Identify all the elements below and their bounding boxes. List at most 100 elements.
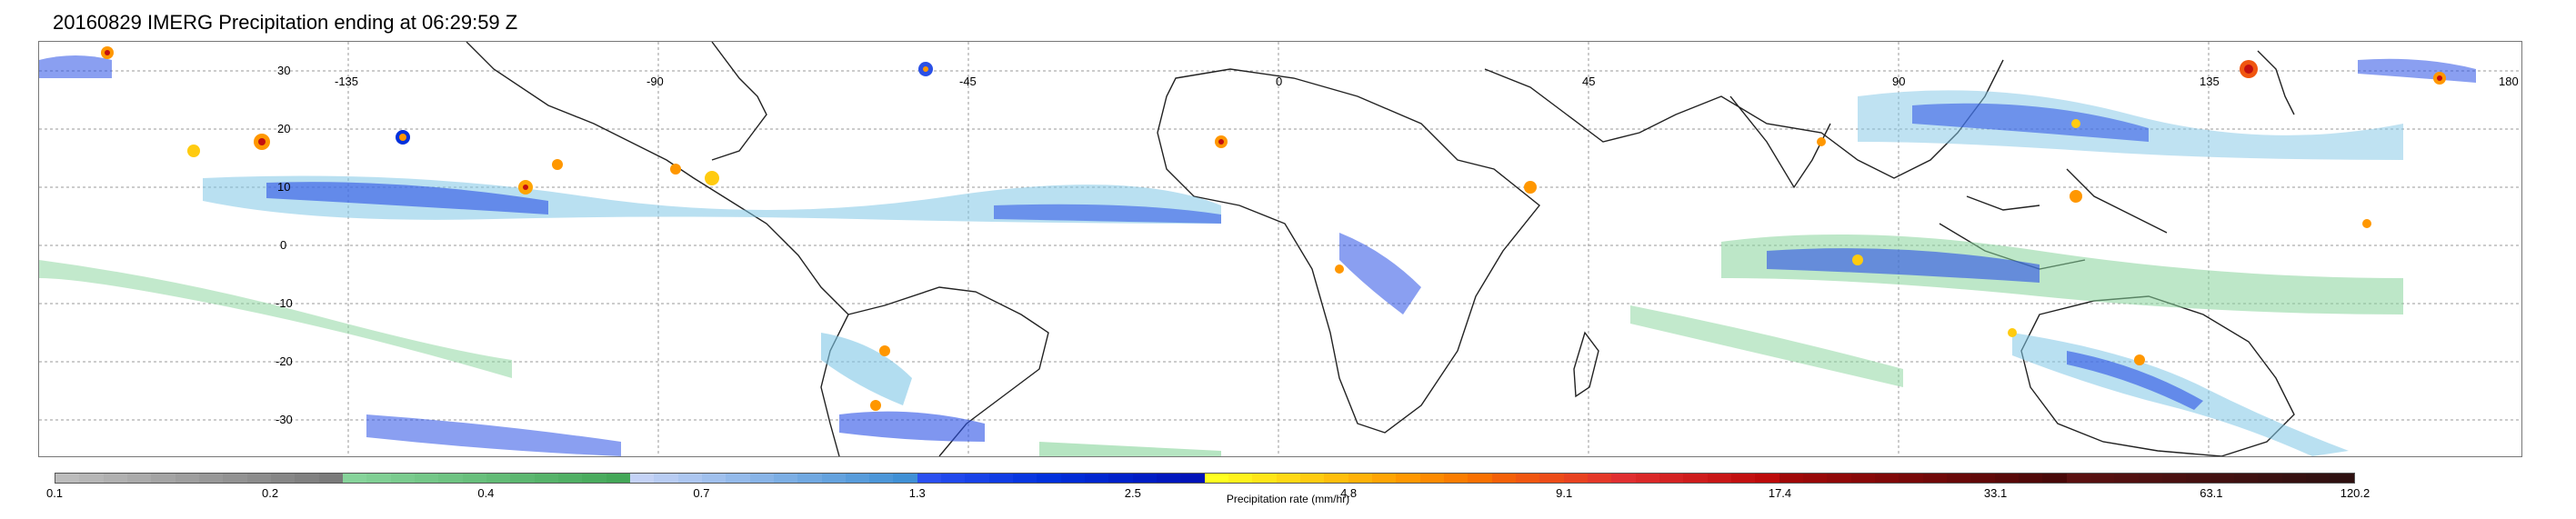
colorbar-cell	[295, 474, 319, 483]
colorbar-cell	[677, 474, 702, 483]
colorbar-cell	[1157, 474, 1181, 483]
colorbar-cell	[534, 474, 558, 483]
colorbar-cell	[629, 474, 655, 483]
colorbar-tick-label: 0.1	[45, 486, 64, 500]
colorbar-cell	[2090, 474, 2115, 483]
colorbar-cell	[1300, 474, 1325, 483]
colorbar-cell	[1874, 474, 1899, 483]
colorbar-cell	[1707, 474, 1731, 483]
colorbar-cell	[366, 474, 391, 483]
precipitation-map: 30 20 10 0 -10 -20 -30 -135 -90 -45 0 45…	[38, 41, 2522, 457]
colorbar-label: Precipitation rate (mm/hr)	[1226, 493, 1350, 505]
lon-label-135: 135	[2200, 75, 2220, 88]
colorbar-cell	[270, 474, 296, 483]
colorbar-tick-label: 9.1	[1556, 486, 1573, 500]
lat-label-30: 30	[277, 64, 291, 77]
colorbar-cell	[2233, 474, 2259, 483]
colorbar-cell	[1755, 474, 1779, 483]
colorbar-strip	[55, 473, 2355, 484]
colorbar-tick-label: 120.2	[2340, 486, 2371, 500]
colorbar-cell	[1037, 474, 1061, 483]
colorbar-cell	[606, 474, 630, 483]
lat-label-minus20: -20	[276, 354, 293, 368]
colorbar-cell	[342, 474, 367, 483]
colorbar-cell	[1683, 474, 1708, 483]
colorbar-cell	[103, 474, 127, 483]
colorbar-cell	[2138, 474, 2162, 483]
lat-label-0: 0	[280, 238, 287, 252]
lat-label-minus30: -30	[276, 413, 293, 426]
colorbar-cell	[1850, 474, 1875, 483]
colorbar-cell	[2018, 474, 2043, 483]
colorbar-tick-label: 0.7	[693, 486, 710, 500]
colorbar-cell	[438, 474, 463, 483]
colorbar-cell	[1779, 474, 1803, 483]
colorbar-cell	[726, 474, 750, 483]
colorbar-cell	[198, 474, 224, 483]
precipitation-field	[39, 55, 2476, 456]
colorbar-cell	[2186, 474, 2210, 483]
lon-label-0: 0	[1276, 75, 1283, 88]
colorbar-cell	[749, 474, 774, 483]
colorbar-cell	[390, 474, 415, 483]
colorbar-cell	[1444, 474, 1468, 483]
colorbar-cell	[510, 474, 535, 483]
colorbar-cell	[1659, 474, 1684, 483]
colorbar	[55, 473, 2355, 484]
colorbar-cell	[2330, 474, 2354, 483]
colorbar-cell	[151, 474, 175, 483]
colorbar-cell	[486, 474, 511, 483]
colorbar-cell	[1276, 474, 1301, 483]
colorbar-cell	[1252, 474, 1277, 483]
lon-label-180: 180	[2499, 75, 2519, 88]
colorbar-cell	[2042, 474, 2067, 483]
colorbar-cell	[773, 474, 798, 483]
colorbar-cell	[1994, 474, 2019, 483]
colorbar-cell	[1324, 474, 1348, 483]
colorbar-cell	[1013, 474, 1037, 483]
colorbar-cell	[654, 474, 678, 483]
colorbar-cell	[917, 474, 942, 483]
colorbar-cell	[1180, 474, 1205, 483]
colorbar-cell	[557, 474, 583, 483]
colorbar-cell	[1516, 474, 1540, 483]
colorbar-cell	[2066, 474, 2090, 483]
colorbar-cell	[1922, 474, 1947, 483]
colorbar-cell	[2114, 474, 2139, 483]
colorbar-tick-label: 33.1	[1983, 486, 2008, 500]
colorbar-cell	[1468, 474, 1492, 483]
colorbar-cell	[1970, 474, 1995, 483]
colorbar-cell	[797, 474, 822, 483]
colorbar-cell	[1563, 474, 1588, 483]
colorbar-cell	[2281, 474, 2306, 483]
colorbar-cell	[414, 474, 439, 483]
map-canvas	[39, 42, 2521, 456]
colorbar-cell	[1730, 474, 1756, 483]
colorbar-cell	[1348, 474, 1373, 483]
colorbar-cell	[1108, 474, 1133, 483]
colorbar-cell	[1372, 474, 1397, 483]
colorbar-cell	[1611, 474, 1636, 483]
lon-label-90: 90	[1892, 75, 1906, 88]
lon-label-minus135: -135	[335, 75, 359, 88]
colorbar-cell	[1899, 474, 1923, 483]
lat-label-minus10: -10	[276, 296, 293, 310]
colorbar-cell	[1635, 474, 1659, 483]
colorbar-tick-label: 0.2	[262, 486, 279, 500]
colorbar-cell	[845, 474, 870, 483]
lat-label-20: 20	[277, 122, 291, 135]
colorbar-tick-label: 4.8	[1340, 486, 1358, 500]
colorbar-cell	[1827, 474, 1851, 483]
colorbar-cell	[1060, 474, 1086, 483]
colorbar-cell	[965, 474, 989, 483]
colorbar-cell	[2210, 474, 2234, 483]
colorbar-cell	[2161, 474, 2187, 483]
colorbar-cell	[318, 474, 343, 483]
colorbar-cell	[79, 474, 104, 483]
colorbar-cell	[1588, 474, 1612, 483]
colorbar-cell	[1132, 474, 1158, 483]
colorbar-tick-label: 63.1	[2200, 486, 2223, 500]
colorbar-tick-label: 1.3	[908, 486, 926, 500]
colorbar-cell	[2258, 474, 2282, 483]
colorbar-cell	[126, 474, 152, 483]
